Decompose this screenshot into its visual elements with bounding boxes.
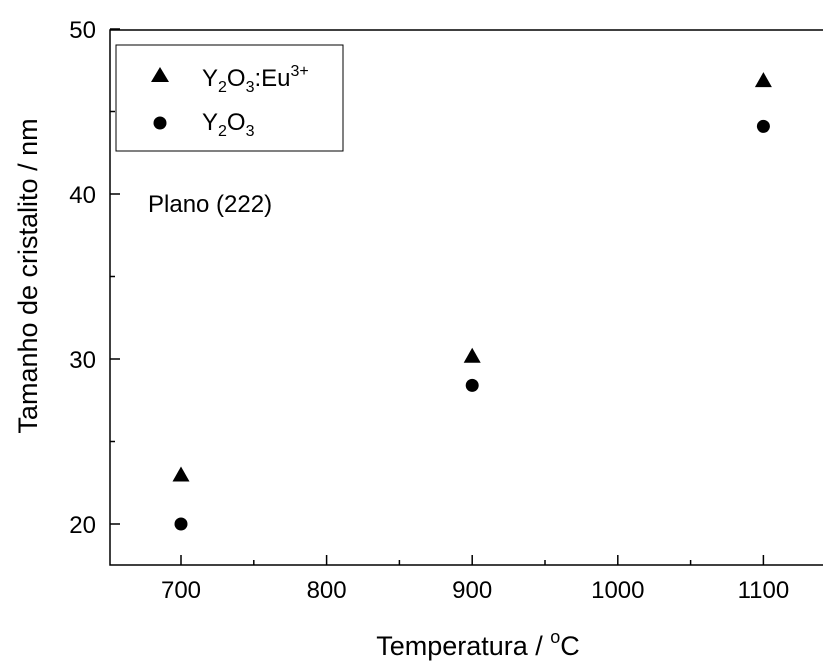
- y-tick-label: 50: [69, 17, 96, 44]
- plane-annotation: Plano (222): [148, 191, 272, 218]
- legend-marker-triangle: [151, 67, 169, 82]
- x-axis-title-text: Temperatura /: [376, 631, 550, 661]
- legend-label-y2o3: Y2O3: [202, 109, 255, 140]
- legend-label-part: Y: [202, 65, 218, 92]
- data-point-circle: [465, 378, 479, 392]
- data-point-circle: [756, 119, 770, 133]
- data-point-triangle: [754, 72, 772, 88]
- legend-label-part: 3+: [291, 63, 309, 80]
- data-point-circle: [174, 517, 188, 531]
- y-axis-title: Tamanho de cristalito / nm: [13, 118, 43, 433]
- x-tick-label: 1100: [738, 577, 790, 604]
- legend-label-part: 3: [246, 123, 255, 140]
- legend: [115, 44, 344, 152]
- legend-label-part: 2: [218, 79, 227, 96]
- legend-marker-circle: [153, 116, 167, 130]
- x-tick-label: 700: [161, 577, 201, 604]
- x-tick-label: 900: [452, 577, 492, 604]
- x-axis-unit: C: [560, 631, 580, 661]
- y-tick-label: 30: [69, 347, 96, 374]
- x-axis-title: Temperatura / oC: [376, 627, 580, 661]
- legend-label-part: :Eu: [255, 65, 291, 92]
- axes-lines: [109, 29, 823, 566]
- legend-label-y2o3-eu: Y2O3:Eu3+: [202, 63, 309, 96]
- x-axis-degree: o: [550, 627, 560, 647]
- y-tick-label: 20: [69, 512, 96, 539]
- y-tick-label: 40: [69, 182, 96, 209]
- data-point-triangle: [172, 466, 190, 482]
- legend-label-part: O: [227, 65, 246, 92]
- legend-label-part: 2: [218, 123, 227, 140]
- tick-labels: 700 800 900 1000 1100 20 30 40 50: [69, 17, 789, 604]
- legend-label-part: 3: [246, 79, 255, 96]
- legend-label-part: O: [227, 109, 246, 136]
- axis-ticks: [110, 28, 765, 565]
- x-tick-label: 800: [307, 577, 347, 604]
- data-markers: [172, 72, 772, 531]
- data-point-triangle: [463, 347, 481, 363]
- legend-label-part: Y: [202, 109, 218, 136]
- plot-frame: [109, 29, 823, 566]
- x-tick-label: 1000: [591, 577, 644, 604]
